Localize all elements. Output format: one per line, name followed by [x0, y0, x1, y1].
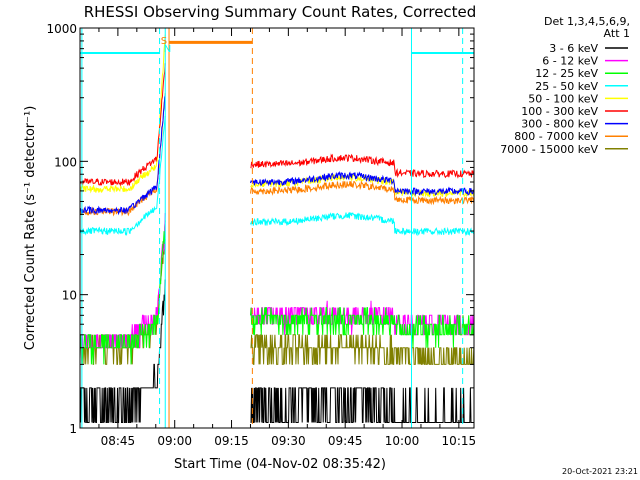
- plot-frame: [79, 27, 475, 429]
- legend-label: 100 - 300 keV: [521, 105, 598, 118]
- y-axis-label: Corrected Count Rate (s⁻¹ detector⁻¹): [23, 106, 38, 351]
- legend-label: 25 - 50 keV: [535, 80, 598, 93]
- legend-label: 12 - 25 keV: [535, 67, 598, 80]
- legend-label: 300 - 800 keV: [521, 118, 598, 131]
- x-tick-label: 10:15: [442, 434, 477, 448]
- x-tick-label: 09:30: [271, 434, 306, 448]
- y-tick-label: 1: [69, 422, 77, 436]
- series-line-3-6-keV: [79, 279, 474, 423]
- series-line-800-7000-keV: [79, 93, 475, 217]
- x-tick-label: 09:00: [157, 434, 192, 448]
- series-line-12-25-keV: [79, 231, 475, 365]
- chart-title: RHESSI Observing Summary Count Rates, Co…: [84, 3, 477, 21]
- x-tick-label: 09:45: [328, 434, 363, 448]
- legend-header-line-1: Det 1,3,4,5,6,9,: [544, 15, 630, 28]
- series-line-25-50-keV: [79, 115, 475, 237]
- legend-label: 3 - 6 keV: [549, 42, 598, 55]
- footer-timestamp: 20-Oct-2021 23:21: [562, 467, 638, 476]
- legend-label: 6 - 12 keV: [542, 55, 598, 68]
- x-tick-label: 10:00: [385, 434, 420, 448]
- flag-letter: S: [161, 36, 167, 47]
- legend-label: 800 - 7000 keV: [514, 130, 598, 143]
- flag-letter: N: [164, 44, 171, 55]
- y-tick-label: 100: [54, 155, 77, 169]
- data-layer: SN: [79, 28, 475, 428]
- legend-header-line-2: Att 1: [604, 27, 630, 40]
- x-axis-label: Start Time (04-Nov-02 08:35:42): [174, 457, 386, 472]
- legend-label: 50 - 100 keV: [528, 92, 598, 105]
- axis-layer: 1 10 100 1000 08:45 09:00 09:15 09:30 09:45 10:00…: [46, 22, 476, 448]
- x-tick-label: 09:15: [214, 434, 249, 448]
- x-tick-label: 08:45: [101, 434, 136, 448]
- y-tick-label: 1000: [46, 22, 77, 36]
- series-line-300-800-keV: [79, 95, 474, 216]
- legend-label: 7000 - 15000 keV: [500, 143, 598, 156]
- y-tick-label: 10: [62, 289, 77, 303]
- series-line-100-300-keV: [79, 63, 475, 187]
